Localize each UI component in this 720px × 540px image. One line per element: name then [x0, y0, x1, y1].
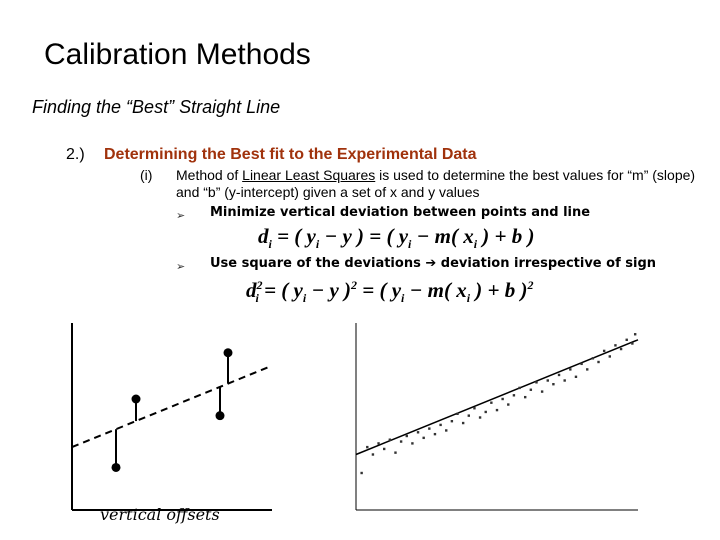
- data-point: [377, 442, 380, 445]
- data-point: [490, 401, 493, 404]
- data-point: [563, 379, 566, 382]
- data-point: [388, 438, 392, 441]
- data-point: [540, 390, 544, 393]
- data-point: [411, 442, 414, 445]
- data-point: [450, 420, 454, 423]
- data-point: [473, 407, 476, 410]
- right-arrow-icon: ➔: [425, 256, 437, 271]
- section-title: Determining the Best fit to the Experime…: [104, 146, 477, 163]
- item-number: (i): [140, 167, 153, 183]
- data-point: [614, 344, 617, 347]
- data-point: [529, 388, 533, 391]
- fit-line: [355, 339, 639, 456]
- data-point: [131, 394, 141, 404]
- fit-line: [71, 364, 273, 449]
- data-point: [512, 394, 516, 397]
- data-point: [574, 375, 578, 378]
- data-point: [524, 395, 527, 399]
- data-point: [625, 338, 628, 341]
- data-point: [633, 333, 637, 336]
- data-point: [467, 414, 470, 417]
- data-point: [360, 471, 363, 475]
- data-point: [405, 434, 408, 438]
- data-point: [602, 349, 606, 353]
- item-text-before: Method of: [176, 167, 243, 183]
- data-point: [111, 462, 121, 472]
- bullet-2: Use square of the deviations ➔ deviation…: [210, 256, 657, 271]
- data-point: [371, 453, 375, 456]
- data-point: [399, 440, 403, 443]
- data-point: [557, 373, 561, 377]
- data-point: [416, 431, 420, 434]
- data-point: [461, 421, 465, 425]
- data-point: [552, 383, 555, 386]
- item-text-after: is used to determine the best values for…: [176, 167, 696, 200]
- data-point: [518, 386, 521, 390]
- data-point: [591, 357, 595, 360]
- data-point: [501, 397, 504, 401]
- item-text: Method of Linear Least Squares is used t…: [176, 167, 696, 201]
- data-point: [445, 429, 448, 432]
- data-point: [215, 411, 225, 421]
- data-point: [495, 408, 499, 412]
- data-point: [546, 379, 549, 382]
- data-point: [383, 447, 386, 451]
- item-text-underlined: Linear Least Squares: [242, 167, 376, 183]
- data-point: [580, 362, 583, 366]
- data-point: [507, 403, 510, 406]
- equation-1: di = ( yi − y ) = ( yi − m( xi ) + b ): [258, 224, 535, 252]
- data-point: [484, 410, 487, 414]
- section-number: 2.): [66, 146, 85, 163]
- bullet-1: Minimize vertical deviation between poin…: [210, 205, 591, 220]
- linear-fit-chart: [355, 323, 639, 511]
- bullet-arrow-icon: ➢: [176, 261, 186, 273]
- data-point: [597, 360, 600, 364]
- data-point: [569, 368, 572, 371]
- data-point: [619, 347, 623, 351]
- data-point: [608, 355, 611, 358]
- subtitle: Finding the “Best” Straight Line: [32, 97, 281, 117]
- data-point: [428, 427, 431, 430]
- data-point: [422, 436, 425, 440]
- data-point: [394, 451, 397, 454]
- vertical-offsets-chart: [71, 323, 273, 511]
- left-figure-caption: vertical offsets: [100, 505, 220, 524]
- data-point: [478, 416, 482, 419]
- data-point: [433, 432, 437, 436]
- data-point: [631, 342, 634, 345]
- data-point: [456, 412, 459, 415]
- equation-2: d2i = ( yi − y )2 = ( yi − m( xi ) + b )…: [246, 278, 534, 306]
- data-point: [535, 381, 538, 384]
- data-point: [439, 423, 442, 427]
- data-point: [223, 348, 233, 358]
- data-point: [586, 368, 589, 371]
- bullet-arrow-icon: ➢: [176, 210, 186, 222]
- data-point: [366, 445, 369, 449]
- page-title: Calibration Methods: [44, 38, 311, 71]
